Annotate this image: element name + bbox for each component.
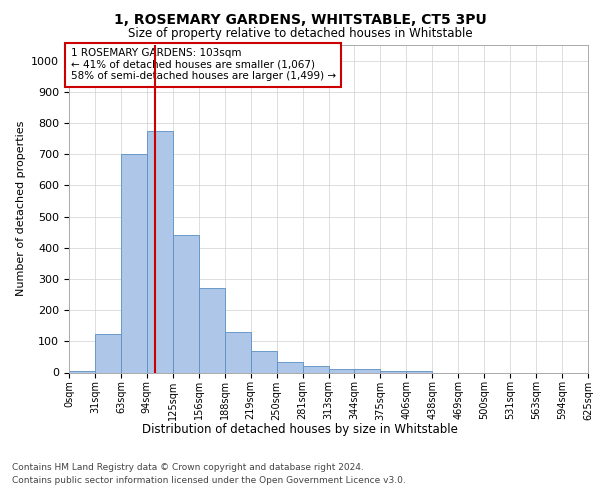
- Text: Contains HM Land Registry data © Crown copyright and database right 2024.: Contains HM Land Registry data © Crown c…: [12, 462, 364, 471]
- Bar: [380, 371, 406, 372]
- Bar: [302, 366, 329, 372]
- Bar: [277, 362, 302, 372]
- Text: 1, ROSEMARY GARDENS, WHITSTABLE, CT5 3PU: 1, ROSEMARY GARDENS, WHITSTABLE, CT5 3PU: [113, 12, 487, 26]
- Bar: [95, 334, 121, 372]
- Bar: [355, 370, 380, 372]
- Bar: [225, 332, 251, 372]
- Text: Size of property relative to detached houses in Whitstable: Size of property relative to detached ho…: [128, 28, 472, 40]
- Bar: [329, 370, 355, 372]
- Bar: [251, 350, 277, 372]
- Bar: [147, 131, 173, 372]
- Bar: [173, 236, 199, 372]
- Y-axis label: Number of detached properties: Number of detached properties: [16, 121, 26, 296]
- Bar: [69, 371, 95, 372]
- Text: Distribution of detached houses by size in Whitstable: Distribution of detached houses by size …: [142, 422, 458, 436]
- Bar: [199, 288, 224, 372]
- Text: Contains public sector information licensed under the Open Government Licence v3: Contains public sector information licen…: [12, 476, 406, 485]
- Bar: [121, 154, 147, 372]
- Text: 1 ROSEMARY GARDENS: 103sqm
← 41% of detached houses are smaller (1,067)
58% of s: 1 ROSEMARY GARDENS: 103sqm ← 41% of deta…: [71, 48, 336, 82]
- Bar: [406, 371, 432, 372]
